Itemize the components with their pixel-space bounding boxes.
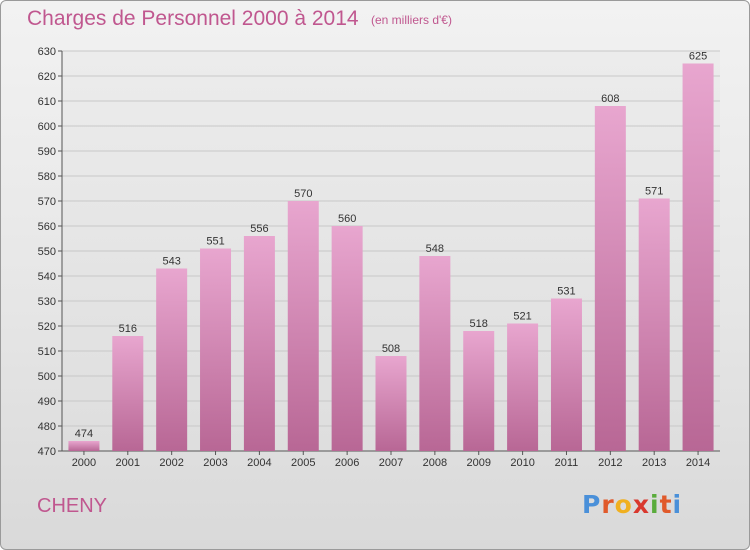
logo-letter: i xyxy=(650,490,660,519)
proxiti-logo: Proxiti xyxy=(582,490,682,519)
bar xyxy=(419,256,451,451)
bar xyxy=(68,441,100,451)
y-tick-label: 530 xyxy=(38,296,56,308)
x-tick-label: 2002 xyxy=(159,457,183,469)
bar-value-label: 531 xyxy=(557,286,575,298)
bar-value-label: 625 xyxy=(689,51,707,63)
logo-letter: i xyxy=(672,490,683,519)
bar-value-label: 474 xyxy=(75,428,93,440)
bar-value-label: 571 xyxy=(645,186,663,198)
y-tick-label: 590 xyxy=(38,146,56,158)
bar xyxy=(156,268,188,451)
bar xyxy=(112,336,144,451)
y-tick-label: 600 xyxy=(38,121,56,133)
x-tick-label: 2007 xyxy=(379,457,403,469)
bar xyxy=(463,331,495,451)
y-tick-label: 560 xyxy=(38,221,56,233)
bar-value-label: 508 xyxy=(382,343,400,355)
y-tick-label: 550 xyxy=(38,246,56,258)
bar xyxy=(375,356,407,451)
bar-value-label: 518 xyxy=(470,318,488,330)
bar-value-label: 570 xyxy=(294,188,312,200)
bar xyxy=(243,236,275,451)
y-tick-label: 620 xyxy=(38,71,56,83)
y-tick-label: 510 xyxy=(38,346,56,358)
x-tick-label: 2010 xyxy=(510,457,534,469)
x-tick-label: 2008 xyxy=(423,457,447,469)
x-tick-label: 2004 xyxy=(247,457,271,469)
x-tick-label: 2005 xyxy=(291,457,315,469)
bar-value-label: 608 xyxy=(601,93,619,105)
x-tick-label: 2003 xyxy=(203,457,227,469)
x-tick-label: 2000 xyxy=(72,457,96,469)
bar xyxy=(682,63,714,451)
x-tick-label: 2006 xyxy=(335,457,359,469)
x-tick-label: 2012 xyxy=(598,457,622,469)
bar xyxy=(550,298,582,451)
logo-letter: x xyxy=(632,490,650,519)
bar xyxy=(200,248,232,451)
bar-value-label: 521 xyxy=(513,311,531,323)
bar xyxy=(638,198,670,451)
y-tick-label: 490 xyxy=(38,396,56,408)
y-tick-label: 470 xyxy=(38,446,56,458)
logo-letter: t xyxy=(659,490,673,519)
bar xyxy=(287,201,319,451)
bar xyxy=(594,106,626,451)
chart-title: Charges de Personnel 2000 à 2014 xyxy=(27,7,359,30)
y-tick-label: 500 xyxy=(38,371,56,383)
bar-value-label: 560 xyxy=(338,213,356,225)
x-tick-label: 2013 xyxy=(642,457,666,469)
bar-value-label: 543 xyxy=(162,256,180,268)
bar-value-label: 516 xyxy=(119,323,137,335)
logo-letter: r xyxy=(601,490,615,519)
y-tick-label: 520 xyxy=(38,321,56,333)
bar-value-label: 551 xyxy=(206,236,224,248)
y-tick-label: 480 xyxy=(38,421,56,433)
y-tick-label: 570 xyxy=(38,196,56,208)
bar-value-label: 548 xyxy=(426,243,444,255)
y-tick-label: 540 xyxy=(38,271,56,283)
x-tick-label: 2009 xyxy=(466,457,490,469)
commune-name: CHENY xyxy=(37,495,108,517)
bar-value-label: 556 xyxy=(250,223,268,235)
chart-subtitle: (en milliers d'€) xyxy=(371,13,452,27)
y-tick-label: 610 xyxy=(38,96,56,108)
x-tick-label: 2001 xyxy=(116,457,140,469)
x-tick-label: 2014 xyxy=(686,457,710,469)
logo-letter: P xyxy=(582,490,602,519)
bar xyxy=(507,323,539,451)
x-tick-label: 2011 xyxy=(555,457,579,469)
y-tick-label: 630 xyxy=(38,46,56,58)
bar xyxy=(331,226,363,451)
logo-letter: o xyxy=(614,490,633,519)
y-tick-label: 580 xyxy=(38,171,56,183)
